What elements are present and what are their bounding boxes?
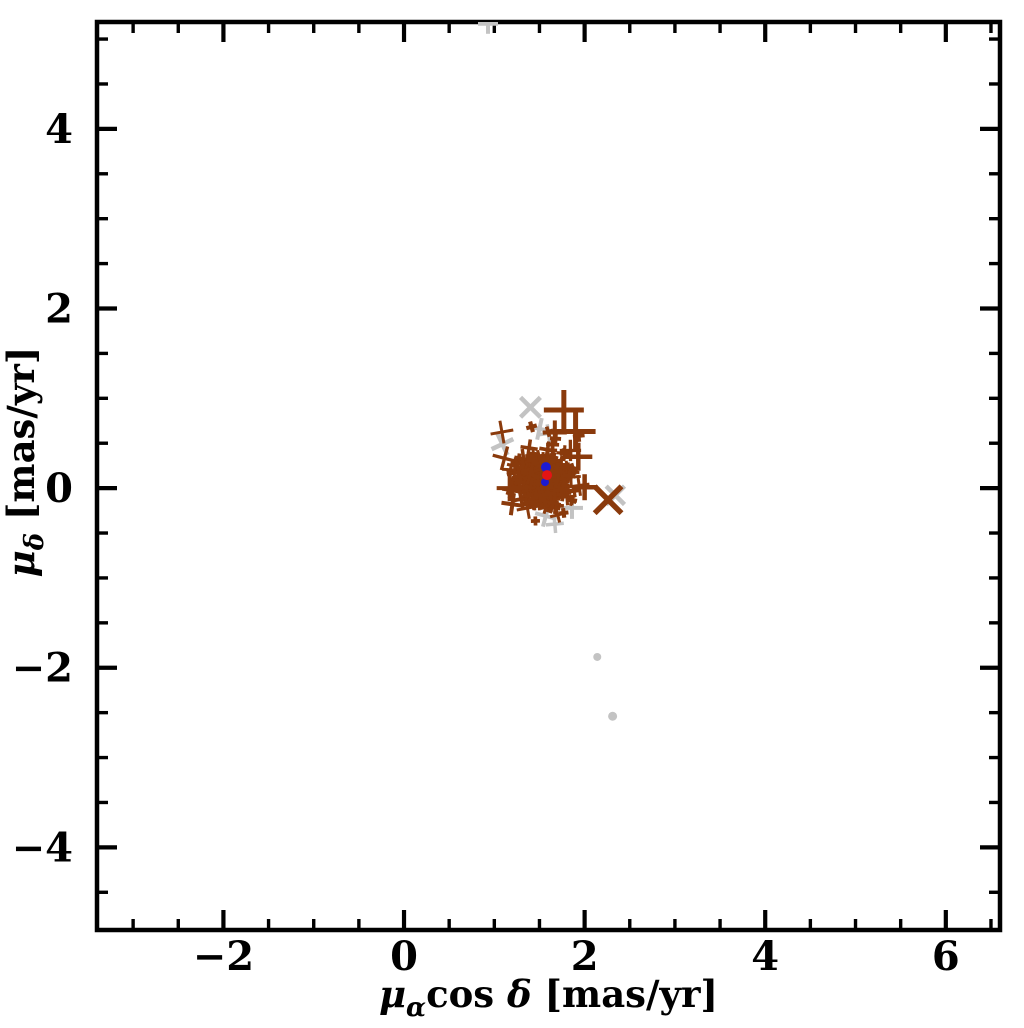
- field_stars_gray-dot: [593, 653, 601, 661]
- series-field_stars_gray: [478, 14, 634, 721]
- field_stars_gray-cross-marker: [511, 387, 551, 427]
- field_stars_gray-dot: [608, 712, 617, 721]
- x-tick-label: 4: [751, 933, 779, 980]
- y-tick-label: 0: [45, 465, 73, 512]
- series-cluster_members_brown: [489, 390, 635, 527]
- y-axis-title: μδ [mas/yr]: [0, 347, 50, 578]
- cluster_members_brown-plus-marker: [531, 516, 540, 525]
- y-tick-label: −2: [12, 645, 73, 692]
- y-tick-label: 2: [45, 286, 73, 333]
- cluster_members_brown-plus-marker: [525, 420, 538, 433]
- highlight_red-dot: [542, 470, 552, 480]
- series-highlight_red: [542, 470, 552, 480]
- x-axis-title: μαcos δ [mas/yr]: [379, 972, 718, 1023]
- y-tick-label: −4: [12, 824, 73, 871]
- x-tick-label: −2: [193, 933, 254, 980]
- cluster_members_brown-cross-marker: [581, 473, 635, 527]
- y-tick-label: 4: [45, 106, 73, 153]
- x-tick-label: 6: [932, 933, 960, 980]
- data-markers: [478, 14, 635, 721]
